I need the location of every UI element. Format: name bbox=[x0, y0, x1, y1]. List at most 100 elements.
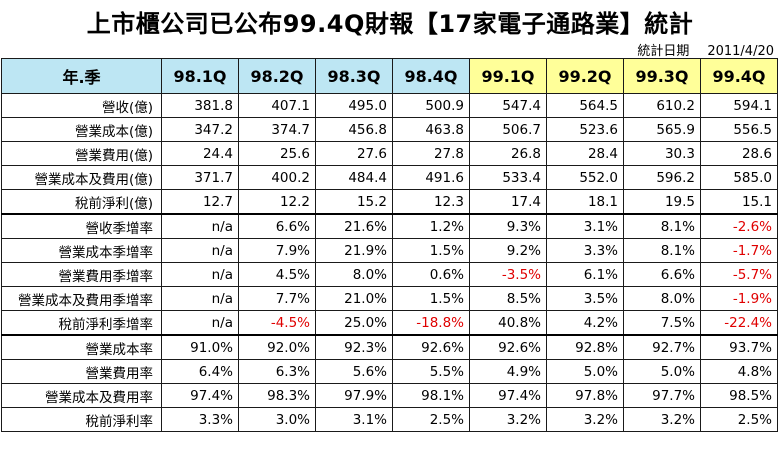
row-label: 營業成本率 bbox=[1, 334, 162, 360]
table-cell: 3.2% bbox=[469, 407, 547, 432]
row-label: 營收(億) bbox=[1, 93, 162, 118]
table-cell: 25.6 bbox=[238, 141, 316, 166]
table-cell: 2.5% bbox=[700, 407, 778, 432]
column-header: 98.1Q bbox=[161, 58, 239, 94]
table-row: 稅前淨利季增率 n/a -4.5% 25.0% -18.8% 40.8% 4.2% 7.5% -… bbox=[1, 310, 778, 336]
row-label: 營收季增率 bbox=[1, 213, 162, 239]
table-cell: 4.8% bbox=[700, 359, 778, 384]
table-cell: n/a bbox=[161, 262, 239, 287]
table-row: 營業成本及費用率 97.4% 98.3% 97.9% 98.1% 97.4% 97.8% 97… bbox=[1, 383, 778, 408]
table-row: 營業成本季增率 n/a 7.9% 21.9% 1.5% 9.2% 3.3% 8.1% -1.7% bbox=[1, 238, 778, 263]
table-cell: 3.0% bbox=[238, 407, 316, 432]
table-cell: 21.6% bbox=[315, 213, 393, 239]
table-cell: 6.3% bbox=[238, 359, 316, 384]
table-cell: 8.5% bbox=[469, 286, 547, 311]
table-cell: 4.2% bbox=[546, 310, 624, 336]
table-cell: 4.9% bbox=[469, 359, 547, 384]
table-cell: 407.1 bbox=[238, 93, 316, 118]
row-label: 營業費用(億) bbox=[1, 141, 162, 166]
row-label: 營業成本及費用季增率 bbox=[1, 286, 162, 311]
table-cell: 97.4% bbox=[469, 383, 547, 408]
table-cell: 92.8% bbox=[546, 334, 624, 360]
table-cell: 8.0% bbox=[623, 286, 701, 311]
row-label: 稅前淨利季增率 bbox=[1, 310, 162, 336]
table-cell: 564.5 bbox=[546, 93, 624, 118]
table-cell: 40.8% bbox=[469, 310, 547, 336]
table-row: 稅前淨利率 3.3% 3.0% 3.1% 2.5% 3.2% 3.2% 3.2% 2.5% bbox=[1, 407, 778, 432]
table-cell: 463.8 bbox=[392, 117, 470, 142]
table-row: 營收季增率 n/a 6.6% 21.6% 1.2% 9.3% 3.1% 8.1% -2.6% bbox=[1, 213, 778, 239]
table-cell: 400.2 bbox=[238, 165, 316, 190]
table-cell: 17.4 bbox=[469, 189, 547, 215]
table-cell: 30.3 bbox=[623, 141, 701, 166]
table-row: 營業費用(億) 24.4 25.6 27.6 27.8 26.8 28.4 30.3 28.6 bbox=[1, 141, 778, 166]
table-cell: 21.0% bbox=[315, 286, 393, 311]
row-label: 營業成本及費用(億) bbox=[1, 165, 162, 190]
table-cell: -1.7% bbox=[700, 238, 778, 263]
table-cell: 594.1 bbox=[700, 93, 778, 118]
table-cell: 12.7 bbox=[161, 189, 239, 215]
table-cell: 3.3% bbox=[546, 238, 624, 263]
table-cell: 91.0% bbox=[161, 334, 239, 360]
stat-date-label: 統計日期 bbox=[637, 44, 690, 59]
column-header: 98.3Q bbox=[315, 58, 393, 94]
table-cell: 25.0% bbox=[315, 310, 393, 336]
table-cell: 3.2% bbox=[546, 407, 624, 432]
column-header: 99.3Q bbox=[623, 58, 701, 94]
table-cell: -18.8% bbox=[392, 310, 470, 336]
table-cell: 8.1% bbox=[623, 213, 701, 239]
table-cell: 506.7 bbox=[469, 117, 547, 142]
table-cell: n/a bbox=[161, 213, 239, 239]
stat-date-value: 2011/4/20 bbox=[707, 44, 774, 59]
corner-header: 年.季 bbox=[1, 58, 162, 94]
table-cell: 8.0% bbox=[315, 262, 393, 287]
table-cell: 15.2 bbox=[315, 189, 393, 215]
table-cell: 97.8% bbox=[546, 383, 624, 408]
column-header: 98.4Q bbox=[392, 58, 470, 94]
page-title: 上市櫃公司已公布99.4Q財報【17家電子通路業】統計 bbox=[86, 10, 694, 38]
row-label: 營業成本及費用率 bbox=[1, 383, 162, 408]
table-cell: -2.6% bbox=[700, 213, 778, 239]
table-cell: 92.6% bbox=[469, 334, 547, 360]
table-row: 營收(億) 381.8 407.1 495.0 500.9 547.4 564.5 610.2… bbox=[1, 93, 778, 118]
column-header: 99.2Q bbox=[546, 58, 624, 94]
table-cell: 98.3% bbox=[238, 383, 316, 408]
table-cell: 5.5% bbox=[392, 359, 470, 384]
stat-date: 統計日期 2011/4/20 bbox=[637, 40, 774, 59]
table-cell: 28.4 bbox=[546, 141, 624, 166]
row-label: 營業費用季增率 bbox=[1, 262, 162, 287]
table-cell: 8.1% bbox=[623, 238, 701, 263]
table-cell: 6.6% bbox=[623, 262, 701, 287]
table-cell: 547.4 bbox=[469, 93, 547, 118]
table-cell: 347.2 bbox=[161, 117, 239, 142]
table-cell: 565.9 bbox=[623, 117, 701, 142]
table-cell: 26.8 bbox=[469, 141, 547, 166]
table-cell: 19.5 bbox=[623, 189, 701, 215]
table-cell: 5.0% bbox=[623, 359, 701, 384]
row-label: 稅前淨利(億) bbox=[1, 189, 162, 215]
table-cell: 3.2% bbox=[623, 407, 701, 432]
table-cell: 6.4% bbox=[161, 359, 239, 384]
table-cell: 12.3 bbox=[392, 189, 470, 215]
table-cell: 92.0% bbox=[238, 334, 316, 360]
column-header: 99.4Q bbox=[700, 58, 778, 94]
table-cell: 7.7% bbox=[238, 286, 316, 311]
table-cell: -4.5% bbox=[238, 310, 316, 336]
table-cell: 533.4 bbox=[469, 165, 547, 190]
table-row: 營業成本率 91.0% 92.0% 92.3% 92.6% 92.6% 92.8% 92.7%… bbox=[1, 334, 778, 360]
table-row: 營業成本及費用(億) 371.7 400.2 484.4 491.6 533.4 552.0… bbox=[1, 165, 778, 190]
table-cell: 0.6% bbox=[392, 262, 470, 287]
table-cell: -5.7% bbox=[700, 262, 778, 287]
column-header: 99.1Q bbox=[469, 58, 547, 94]
table-cell: 18.1 bbox=[546, 189, 624, 215]
table-cell: 1.2% bbox=[392, 213, 470, 239]
table-row: 營業成本(億) 347.2 374.7 456.8 463.8 506.7 523.6 565… bbox=[1, 117, 778, 142]
table-cell: 491.6 bbox=[392, 165, 470, 190]
table-cell: 523.6 bbox=[546, 117, 624, 142]
table-cell: 585.0 bbox=[700, 165, 778, 190]
table-cell: 97.9% bbox=[315, 383, 393, 408]
table-cell: 596.2 bbox=[623, 165, 701, 190]
table-cell: 97.4% bbox=[161, 383, 239, 408]
table-cell: 484.4 bbox=[315, 165, 393, 190]
table-cell: 92.6% bbox=[392, 334, 470, 360]
